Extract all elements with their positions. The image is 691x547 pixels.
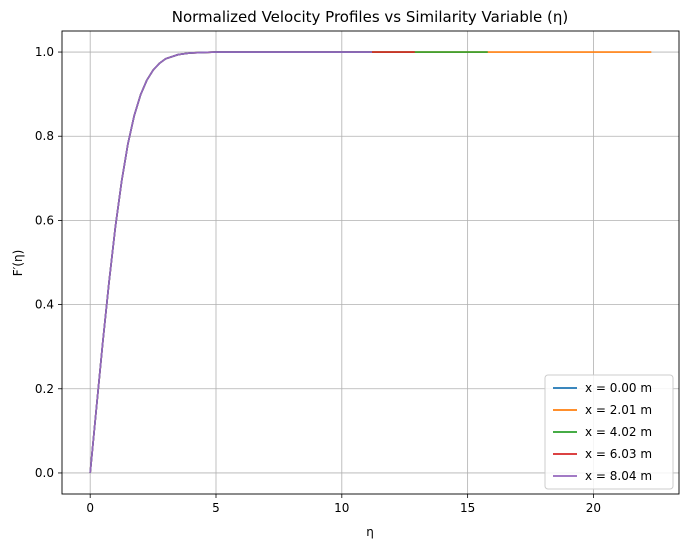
chart-title: Normalized Velocity Profiles vs Similari… (172, 8, 569, 26)
legend-label: x = 0.00 m (585, 381, 652, 395)
legend: x = 0.00 m x = 2.01 m x = 4.02 m x = 6.03 m… (544, 374, 674, 490)
grid-lines (62, 31, 679, 494)
y-axis-label: F′(η) (11, 250, 25, 277)
legend-label: x = 6.03 m (585, 447, 652, 461)
y-tick-label: 1.0 (35, 45, 54, 59)
y-tick-label: 0.2 (35, 382, 54, 396)
legend-label: x = 4.02 m (585, 425, 652, 439)
series-line (89, 51, 415, 474)
x-axis-label: η (366, 525, 374, 539)
x-tick-label: 5 (212, 501, 220, 515)
x-tick-label: 10 (334, 501, 349, 515)
series-line (89, 51, 373, 474)
series-lines (89, 51, 652, 474)
series-line (89, 51, 373, 474)
axis-ticks: 0 5 10 15 20 0.0 0.2 0.4 0.6 0.8 1.0 (35, 45, 601, 515)
legend-box (544, 374, 674, 490)
x-tick-label: 15 (460, 501, 475, 515)
y-tick-label: 0.4 (35, 298, 54, 312)
y-tick-label: 0.8 (35, 129, 54, 143)
y-tick-label: 0.0 (35, 466, 54, 480)
legend-label: x = 2.01 m (585, 403, 652, 417)
series-line (89, 51, 488, 474)
legend-label: x = 8.04 m (585, 469, 652, 483)
y-tick-label: 0.6 (35, 213, 54, 227)
x-tick-label: 0 (86, 501, 94, 515)
plot-frame (61, 30, 680, 495)
x-tick-label: 20 (586, 501, 601, 515)
